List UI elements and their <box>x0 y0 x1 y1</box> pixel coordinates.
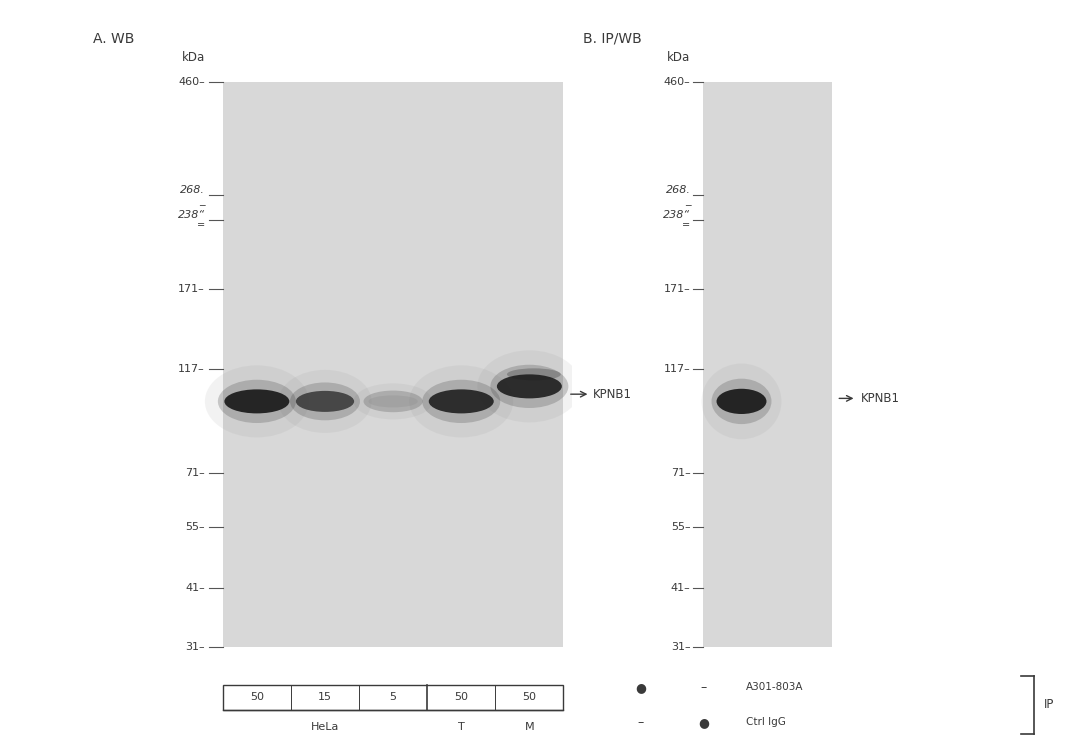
Text: A301-803A: A301-803A <box>745 682 804 692</box>
Text: 268.: 268. <box>665 185 690 195</box>
Text: T: T <box>458 722 464 732</box>
Text: 238“: 238“ <box>178 210 205 220</box>
Text: 31–: 31– <box>186 641 205 652</box>
Text: _: _ <box>685 196 690 206</box>
Text: A. WB: A. WB <box>93 32 134 46</box>
Ellipse shape <box>712 379 771 424</box>
Text: 50: 50 <box>249 692 264 702</box>
Text: B. IP/WB: B. IP/WB <box>583 32 642 46</box>
Text: 171–: 171– <box>178 284 205 294</box>
Bar <box>702 82 833 647</box>
Text: 5: 5 <box>390 692 396 702</box>
Ellipse shape <box>368 395 418 407</box>
Ellipse shape <box>497 374 562 398</box>
Text: 238“: 238“ <box>663 210 690 220</box>
Text: 15: 15 <box>318 692 332 702</box>
Ellipse shape <box>225 389 289 413</box>
Text: kDa: kDa <box>667 51 690 64</box>
Text: 50: 50 <box>455 692 469 702</box>
Ellipse shape <box>296 391 354 412</box>
Text: 460–: 460– <box>178 77 205 87</box>
Text: 55–: 55– <box>671 521 690 532</box>
Ellipse shape <box>409 365 513 437</box>
Text: 71–: 71– <box>671 468 690 478</box>
Text: HeLa: HeLa <box>311 722 339 732</box>
Ellipse shape <box>702 363 782 439</box>
Text: 71–: 71– <box>185 468 205 478</box>
Text: 55–: 55– <box>186 521 205 532</box>
Text: 460–: 460– <box>664 77 690 87</box>
Text: 41–: 41– <box>185 583 205 593</box>
Text: Ctrl IgG: Ctrl IgG <box>745 717 785 728</box>
Text: 268.: 268. <box>180 185 205 195</box>
Text: =: = <box>683 219 690 230</box>
Ellipse shape <box>205 365 309 437</box>
Text: 50: 50 <box>523 692 537 702</box>
Ellipse shape <box>477 350 581 422</box>
Ellipse shape <box>490 365 568 408</box>
Text: IP: IP <box>1044 698 1055 711</box>
Text: _: _ <box>199 196 205 206</box>
Text: ●: ● <box>699 716 710 729</box>
Text: 31–: 31– <box>671 641 690 652</box>
Text: –: – <box>701 680 707 694</box>
Text: –: – <box>638 716 644 729</box>
Text: M: M <box>525 722 535 732</box>
Text: kDa: kDa <box>181 51 205 64</box>
Ellipse shape <box>507 368 561 380</box>
Text: KPNB1: KPNB1 <box>593 388 632 401</box>
Text: 117–: 117– <box>664 363 690 373</box>
Bar <box>222 685 564 710</box>
Bar <box>222 82 564 647</box>
Ellipse shape <box>716 389 767 414</box>
Ellipse shape <box>353 383 433 419</box>
Text: =: = <box>197 219 205 230</box>
Text: 171–: 171– <box>664 284 690 294</box>
Ellipse shape <box>291 382 360 421</box>
Ellipse shape <box>364 391 422 412</box>
Ellipse shape <box>429 389 494 413</box>
Ellipse shape <box>422 380 500 423</box>
Text: 41–: 41– <box>671 583 690 593</box>
Ellipse shape <box>218 380 296 423</box>
Text: KPNB1: KPNB1 <box>861 392 900 405</box>
Text: 117–: 117– <box>178 363 205 373</box>
Text: ●: ● <box>635 680 647 694</box>
Ellipse shape <box>279 369 372 433</box>
